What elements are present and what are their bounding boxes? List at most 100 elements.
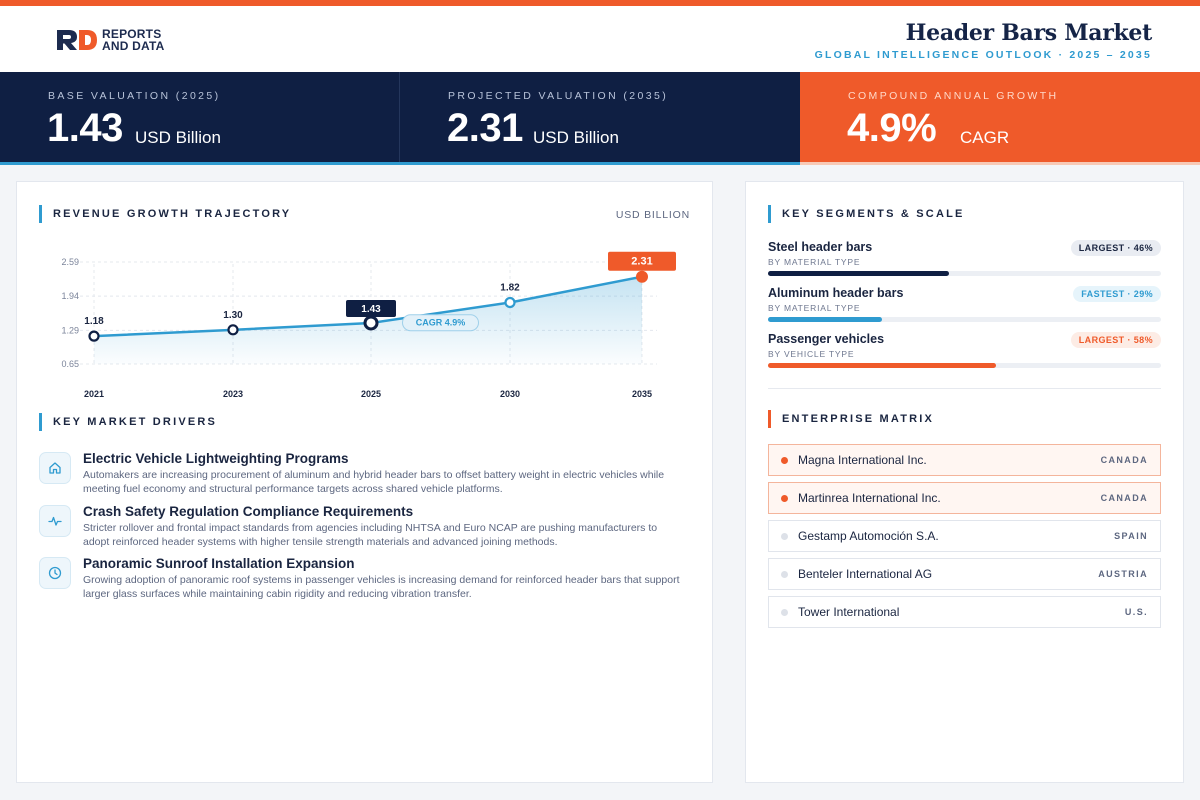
enterprise-row[interactable]: Tower International U.S. <box>768 596 1161 628</box>
pulse-icon <box>39 505 71 537</box>
left-panel: REVENUE GROWTH TRAJECTORY USD BILLION 2.… <box>16 181 713 783</box>
brand-line-1: REPORTS <box>102 27 162 41</box>
segment-bar-track <box>768 317 1161 322</box>
company-name: Tower International <box>798 605 900 619</box>
segments-section-title: KEY SEGMENTS & SCALE <box>782 208 965 220</box>
segment-bar-fill <box>768 271 949 276</box>
company-name: Magna International Inc. <box>798 453 927 467</box>
segment-name: Aluminum header bars <box>768 286 904 300</box>
segment-bar-fill <box>768 363 996 368</box>
cagr-annotation: CAGR 4.9% <box>416 318 466 328</box>
segment-category: BY MATERIAL TYPE <box>768 303 861 313</box>
driver-description: Growing adoption of panoramic roof syste… <box>83 574 680 600</box>
enterprise-row[interactable]: Gestamp Automoción S.A. SPAIN <box>768 520 1161 552</box>
enterprise-row[interactable]: Magna International Inc. CANADA <box>768 444 1161 476</box>
kpi-unit: USD Billion <box>135 128 221 147</box>
x-tick-label: 2023 <box>223 389 243 399</box>
revenue-section-header: REVENUE GROWTH TRAJECTORY <box>39 205 291 223</box>
company-country: AUSTRIA <box>1098 569 1148 579</box>
status-dot <box>781 495 788 502</box>
status-dot <box>781 457 788 464</box>
top-accent-bar <box>0 0 1200 6</box>
company-country: SPAIN <box>1114 531 1148 541</box>
data-label: 1.43 <box>361 304 381 315</box>
revenue-line-chart: 2.59 1.94 1.29 0.65 2021 2023 2025 2030 2035 1.1… <box>61 251 676 399</box>
enterprise-section-title: ENTERPRISE MATRIX <box>782 413 935 425</box>
data-label: 2.31 <box>631 256 652 268</box>
data-label: 1.18 <box>84 316 104 327</box>
section-accent <box>39 413 42 431</box>
home-icon <box>39 452 71 484</box>
logo-mark-icon <box>57 30 97 50</box>
x-tick-label: 2021 <box>84 389 104 399</box>
status-dot <box>781 571 788 578</box>
section-accent <box>768 410 771 428</box>
page-title: Header Bars Market <box>905 20 1153 46</box>
enterprise-row[interactable]: Benteler International AG AUSTRIA <box>768 558 1161 590</box>
area-fill <box>94 276 642 364</box>
segment-badge: FASTEST · 29% <box>1073 286 1161 302</box>
data-label-box <box>346 299 396 317</box>
segment-name: Passenger vehicles <box>768 332 885 346</box>
section-accent <box>39 205 42 223</box>
page-header: REPORTS AND DATA Header Bars Market GLOB… <box>0 6 1200 72</box>
status-dot <box>781 533 788 540</box>
cagr-annotation-pill <box>402 314 479 332</box>
y-tick-label: 1.29 <box>61 325 79 335</box>
driver-title: Electric Vehicle Lightweighting Programs <box>83 451 349 466</box>
company-country: CANADA <box>1100 455 1148 465</box>
segment-bar-track <box>768 271 1161 276</box>
data-point <box>227 324 239 336</box>
kpi-value: 2.31 <box>447 106 523 150</box>
segment-badge: LARGEST · 58% <box>1070 332 1161 348</box>
kpi-underline-orange <box>800 162 1200 165</box>
segment-name: Steel header bars <box>768 240 873 254</box>
data-point <box>636 270 648 283</box>
kpi-label: COMPOUND ANNUAL GROWTH <box>848 90 1059 102</box>
kpi-base-valuation: BASE VALUATION (2025) 1.43 USD Billion <box>0 72 400 164</box>
data-point <box>88 330 100 342</box>
y-tick-label: 2.59 <box>61 257 79 267</box>
segment-bar-fill <box>768 317 882 322</box>
company-country: U.S. <box>1124 607 1148 617</box>
enterprise-section-header: ENTERPRISE MATRIX <box>768 410 934 428</box>
kpi-underline-blue <box>0 162 800 165</box>
data-point <box>363 315 379 331</box>
page-subtitle: GLOBAL INTELLIGENCE OUTLOOK · 2025 – 203… <box>814 49 1152 61</box>
section-divider <box>768 388 1161 389</box>
brand-line-2: AND DATA <box>102 39 165 53</box>
x-tick-label: 2035 <box>632 389 652 399</box>
data-label-box <box>608 251 676 271</box>
driver-description: Stricter rollover and frontal impact sta… <box>83 522 658 548</box>
data-label: 1.30 <box>223 310 243 321</box>
segment-badge: LARGEST · 46% <box>1070 240 1161 256</box>
company-name: Gestamp Automoción S.A. <box>798 529 939 543</box>
enterprise-row[interactable]: Martinrea International Inc. CANADA <box>768 482 1161 514</box>
kpi-unit: USD Billion <box>533 128 619 147</box>
data-point <box>504 296 516 309</box>
driver-title: Panoramic Sunroof Installation Expansion <box>83 556 355 571</box>
driver-title: Crash Safety Regulation Compliance Requi… <box>83 504 414 519</box>
kpi-cagr: COMPOUND ANNUAL GROWTH 4.9% CAGR <box>800 72 1200 164</box>
kpi-projected-valuation: PROJECTED VALUATION (2035) 2.31 USD Bill… <box>400 72 800 164</box>
kpi-label: PROJECTED VALUATION (2035) <box>448 90 669 102</box>
revenue-unit-label: USD BILLION <box>615 209 690 221</box>
kpi-unit: CAGR <box>960 128 1010 147</box>
x-tick-label: 2025 <box>361 389 381 399</box>
x-tick-label: 2030 <box>500 389 520 399</box>
company-country: CANADA <box>1100 493 1148 503</box>
segments-section-header: KEY SEGMENTS & SCALE <box>768 205 965 223</box>
brand-logo[interactable]: REPORTS AND DATA <box>55 28 164 52</box>
drivers-section-title: KEY MARKET DRIVERS <box>53 416 218 428</box>
segment-bar-track <box>768 363 1161 368</box>
section-accent <box>768 205 771 223</box>
kpi-label: BASE VALUATION (2025) <box>48 90 221 102</box>
status-dot <box>781 609 788 616</box>
kpi-value: 1.43 <box>47 106 123 150</box>
company-name: Martinrea International Inc. <box>798 491 941 505</box>
segment-category: BY VEHICLE TYPE <box>768 349 855 359</box>
driver-description: Automakers are increasing procurement of… <box>83 469 665 495</box>
y-tick-label: 1.94 <box>61 291 79 301</box>
clock-icon <box>39 557 71 589</box>
brand-name: REPORTS AND DATA <box>102 28 164 52</box>
